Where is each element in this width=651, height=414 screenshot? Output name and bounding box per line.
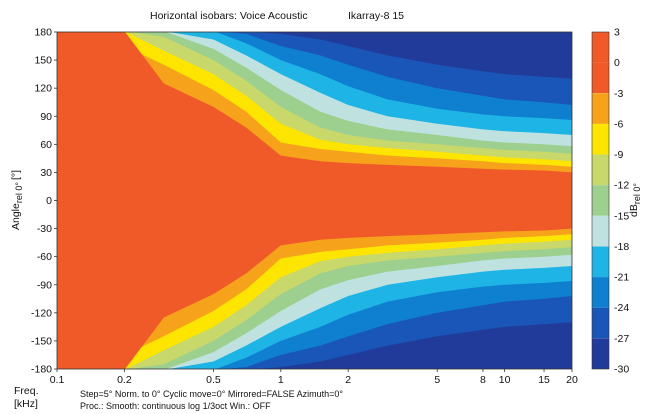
colorbar-band (592, 215, 609, 247)
y-tick-label: -60 (37, 251, 52, 263)
colorbar-tick-label: -9 (614, 149, 623, 161)
x-tick-label: 0.2 (117, 374, 132, 386)
colorbar-tick-label: 0 (614, 57, 620, 69)
colorbar-tick-label: -24 (614, 302, 629, 314)
colorbar-band (592, 246, 609, 278)
colorbar-band (592, 93, 609, 124)
colorbar-frame (591, 31, 610, 370)
colorbar-band (592, 307, 609, 339)
y-tick-label: 90 (40, 111, 52, 123)
colorbar-unit-sub: rel 0° (632, 183, 642, 205)
colorbar-unit: dBrel 0° (628, 183, 642, 217)
chart-title: Horizontal isobars: Voice Acoustic (150, 10, 308, 22)
x-axis-ticks: 0.1 0.2 0.5 1 2 5 8 10 15 20 (50, 369, 578, 386)
colorbar-band (592, 185, 609, 216)
footer-settings: Step=5° Norm. to 0° Cyclic move=0° Mirro… (80, 389, 343, 399)
x-axis-label-unit: [kHz] (14, 398, 38, 410)
svg-text:dBrel 0°: dBrel 0° (628, 183, 642, 217)
colorbar-ticks: 3 0 -3 -6 -9 -12 -15 -18 -21 -24 -27 -30 (614, 27, 629, 376)
contour-layer (57, 32, 572, 369)
colorbar-band (592, 154, 609, 186)
x-tick-label: 0.5 (206, 374, 221, 386)
colorbar-tick-label: -3 (614, 88, 623, 100)
colorbar-tick-label: 3 (614, 27, 620, 39)
y-tick-label: -30 (37, 223, 52, 235)
y-axis-label-main: Angle (10, 203, 22, 230)
y-tick-label: -180 (31, 364, 52, 376)
y-axis-label: Anglerel 0° [°] (10, 170, 24, 230)
y-tick-label: -120 (31, 307, 52, 319)
y-tick-label: 150 (34, 55, 52, 67)
colorbar-tick-label: -18 (614, 241, 629, 253)
colorbar-tick-label: -15 (614, 210, 629, 222)
colorbar-band (592, 338, 609, 369)
colorbar-tick-label: -12 (614, 180, 629, 192)
colorbar-band (592, 123, 609, 155)
colorbar-band (592, 32, 609, 63)
x-tick-label: 15 (538, 374, 550, 386)
y-axis-label-unit: [°] (10, 170, 22, 180)
x-tick-label: 0.1 (50, 374, 65, 386)
colorbar-tick-label: -21 (614, 272, 629, 284)
x-tick-label: 5 (434, 374, 440, 386)
chart-title-suffix: Ikarray-8 15 (348, 10, 404, 22)
y-tick-label: 180 (34, 27, 52, 39)
svg-text:Anglerel 0°[°]: Anglerel 0° [°] (10, 170, 24, 230)
x-tick-label: 8 (480, 374, 486, 386)
y-tick-label: 0 (46, 195, 52, 207)
x-tick-label: 2 (345, 374, 351, 386)
y-axis-ticks: 180 150 120 90 60 30 0 -30 -60 -90 -120 -150 -180 (31, 27, 57, 376)
colorbar-band (592, 277, 609, 308)
colorbar-unit-main: dB (628, 204, 640, 217)
x-tick-label: 10 (499, 374, 511, 386)
y-tick-label: -150 (31, 335, 52, 347)
y-tick-label: 60 (40, 139, 52, 151)
y-tick-label: 120 (34, 83, 52, 95)
colorbar-tick-label: -27 (614, 333, 629, 345)
x-axis-label-freq: Freq. (14, 385, 39, 397)
y-tick-label: 30 (40, 167, 52, 179)
contour-region-3db (57, 32, 572, 369)
y-tick-label: -90 (37, 279, 52, 291)
x-tick-label: 1 (278, 374, 284, 386)
colorbar-tick-label: -6 (614, 118, 623, 130)
y-axis-label-sub: rel 0° (14, 182, 24, 204)
x-tick-label: 20 (566, 374, 578, 386)
colorbar-band (592, 62, 609, 94)
footer-processing: Proc.: Smooth: continuous log 1/3oct Win… (80, 401, 271, 411)
colorbar (591, 31, 610, 370)
colorbar-tick-label: -30 (614, 364, 629, 376)
